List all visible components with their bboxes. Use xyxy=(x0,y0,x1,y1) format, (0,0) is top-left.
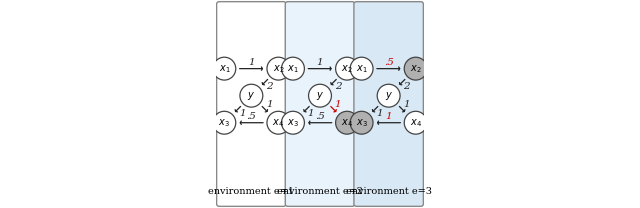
Text: $x_3$: $x_3$ xyxy=(218,117,230,129)
Circle shape xyxy=(308,84,332,107)
Text: $x_1$: $x_1$ xyxy=(218,63,230,74)
Circle shape xyxy=(335,111,358,134)
Circle shape xyxy=(240,84,263,107)
Text: $x_1$: $x_1$ xyxy=(356,63,367,74)
Text: 1: 1 xyxy=(376,109,383,118)
Text: $y$: $y$ xyxy=(385,90,393,102)
Circle shape xyxy=(404,57,427,80)
Circle shape xyxy=(213,111,236,134)
Circle shape xyxy=(350,57,373,80)
Text: 1: 1 xyxy=(317,58,323,67)
Circle shape xyxy=(282,111,305,134)
Text: 2: 2 xyxy=(403,82,410,91)
Text: $y$: $y$ xyxy=(316,90,324,102)
Text: environment e=3: environment e=3 xyxy=(346,187,431,196)
Text: $x_4$: $x_4$ xyxy=(341,117,353,129)
Text: environment e=2: environment e=2 xyxy=(277,187,363,196)
Text: $x_1$: $x_1$ xyxy=(287,63,299,74)
Circle shape xyxy=(335,57,358,80)
Text: $x_2$: $x_2$ xyxy=(341,63,353,74)
Text: $x_2$: $x_2$ xyxy=(410,63,422,74)
Text: $x_4$: $x_4$ xyxy=(410,117,422,129)
FancyBboxPatch shape xyxy=(216,2,286,206)
Circle shape xyxy=(282,57,305,80)
Text: $y$: $y$ xyxy=(247,90,255,102)
Text: 2: 2 xyxy=(266,82,273,91)
Text: 1: 1 xyxy=(266,100,273,109)
Circle shape xyxy=(213,57,236,80)
Circle shape xyxy=(267,57,290,80)
Circle shape xyxy=(350,111,373,134)
Text: .5: .5 xyxy=(246,112,256,121)
Text: 1: 1 xyxy=(385,112,392,121)
Text: $x_3$: $x_3$ xyxy=(287,117,299,129)
Circle shape xyxy=(267,111,290,134)
Text: 1: 1 xyxy=(308,109,314,118)
Text: $x_4$: $x_4$ xyxy=(273,117,284,129)
Text: .5: .5 xyxy=(315,112,325,121)
Text: $x_3$: $x_3$ xyxy=(356,117,367,129)
Text: 2: 2 xyxy=(335,82,341,91)
Text: .5: .5 xyxy=(384,58,394,67)
Circle shape xyxy=(377,84,400,107)
Circle shape xyxy=(404,111,427,134)
Text: 1: 1 xyxy=(239,109,246,118)
Text: environment e=1: environment e=1 xyxy=(209,187,294,196)
FancyBboxPatch shape xyxy=(285,2,355,206)
Text: 1: 1 xyxy=(335,100,341,109)
Text: $x_2$: $x_2$ xyxy=(273,63,284,74)
Text: 1: 1 xyxy=(248,58,255,67)
FancyBboxPatch shape xyxy=(354,2,424,206)
Text: 1: 1 xyxy=(403,100,410,109)
